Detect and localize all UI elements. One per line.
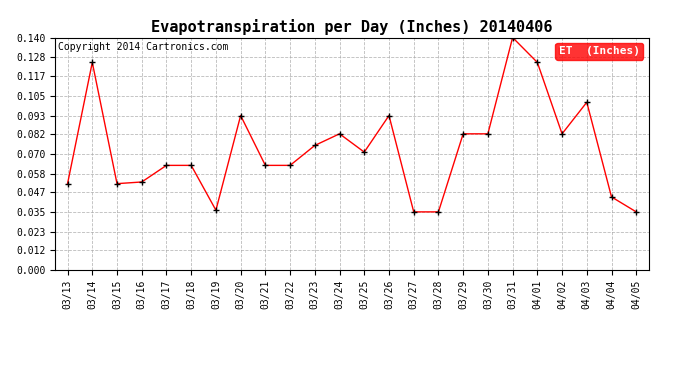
Title: Evapotranspiration per Day (Inches) 20140406: Evapotranspiration per Day (Inches) 2014… (151, 19, 553, 35)
Text: Copyright 2014 Cartronics.com: Copyright 2014 Cartronics.com (58, 42, 228, 52)
Legend: ET  (Inches): ET (Inches) (555, 43, 643, 60)
